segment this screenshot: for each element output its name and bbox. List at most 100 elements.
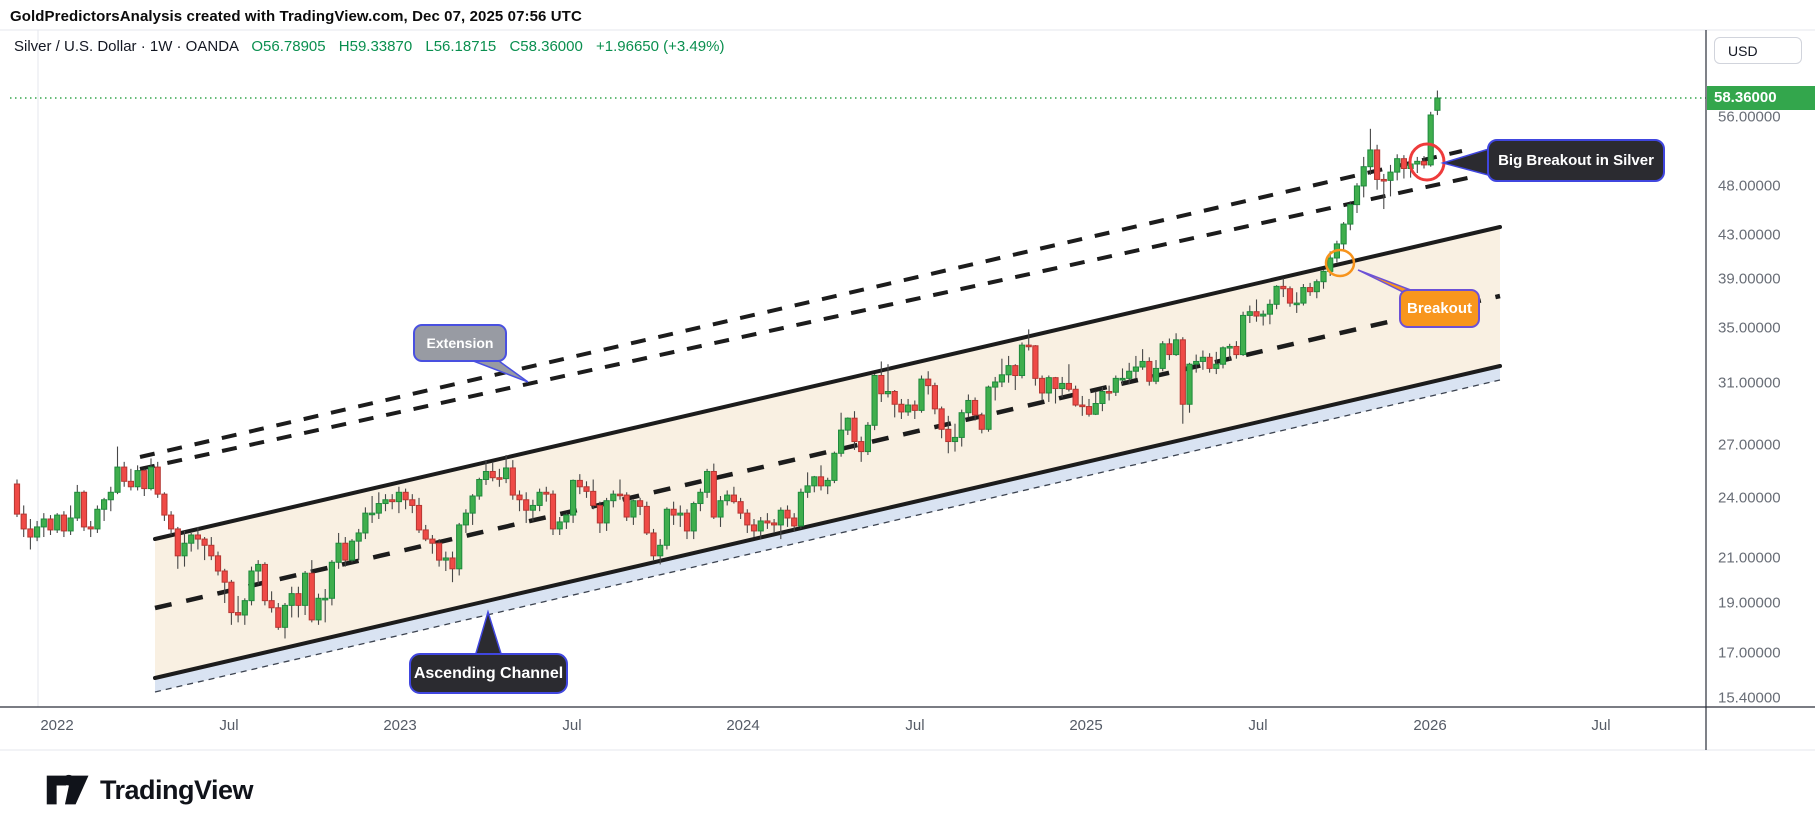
price-tick-label: 56.00000 <box>1718 108 1781 126</box>
price-tick-label: 27.00000 <box>1718 436 1781 454</box>
down-candle <box>1400 158 1408 169</box>
up-candle <box>469 495 476 514</box>
up-candle <box>1092 403 1099 415</box>
time-tick-label: Jul <box>905 717 925 734</box>
up-candle <box>67 517 74 532</box>
tradingview-branding[interactable]: TradingView <box>46 770 254 810</box>
down-candle <box>308 572 315 621</box>
up-candle <box>1240 314 1247 356</box>
up-candle <box>1193 360 1200 365</box>
down-candle <box>121 466 128 482</box>
down-candle <box>972 399 979 416</box>
down-candle <box>27 528 34 538</box>
down-candle <box>784 509 791 519</box>
up-candle <box>114 466 121 493</box>
up-candle <box>281 604 289 628</box>
up-candle <box>657 544 664 557</box>
up-candle <box>951 436 959 443</box>
up-candle <box>503 467 510 480</box>
up-candle <box>1313 281 1320 293</box>
down-candle <box>449 557 456 570</box>
down-candle <box>496 477 503 480</box>
up-candle <box>1427 114 1434 166</box>
up-candle <box>1360 166 1367 187</box>
down-candle <box>583 486 590 492</box>
down-candle <box>436 542 443 561</box>
up-candle <box>797 491 804 527</box>
up-candle <box>610 493 617 502</box>
up-candle <box>462 512 469 526</box>
down-candle <box>650 532 657 557</box>
up-candle <box>1173 339 1180 356</box>
extension-lower-dashed-line <box>139 175 1473 471</box>
down-candle <box>1380 178 1387 182</box>
up-candle <box>824 479 831 487</box>
up-candle <box>918 378 925 411</box>
down-candle <box>945 428 952 443</box>
down-candle <box>161 493 168 516</box>
up-candle <box>1159 343 1166 369</box>
down-candle <box>1072 388 1079 406</box>
down-candle <box>891 391 898 405</box>
up-candle <box>315 597 322 621</box>
up-candle <box>442 557 449 561</box>
down-candle <box>1085 406 1093 415</box>
up-candle <box>1152 367 1160 382</box>
down-candle <box>771 522 778 526</box>
candles-layer <box>13 90 1441 639</box>
up-candle <box>677 512 684 516</box>
down-candle <box>1079 404 1086 408</box>
legend-open-value: O56.78905 <box>251 38 326 55</box>
up-candle <box>724 494 731 502</box>
up-candle <box>556 521 563 530</box>
time-tick-label: 2026 <box>1413 717 1447 734</box>
price-tick-label: 31.00000 <box>1718 374 1781 392</box>
down-candle <box>415 504 423 531</box>
down-candle <box>710 470 717 518</box>
down-candle <box>20 513 27 530</box>
price-tick-label: 24.00000 <box>1718 489 1781 507</box>
down-candle <box>637 500 644 507</box>
up-candle <box>456 524 463 570</box>
down-candle <box>1012 365 1019 377</box>
up-candle <box>476 479 483 497</box>
currency-unit-button[interactable]: USD <box>1714 37 1802 64</box>
legend-low-value: L56.18715 <box>425 38 497 55</box>
up-candle <box>328 561 335 599</box>
up-candle <box>1186 363 1193 405</box>
down-candle <box>1039 377 1046 394</box>
up-candle <box>905 404 912 413</box>
up-candle <box>871 375 878 426</box>
up-candle <box>74 491 81 519</box>
watermark-credit-text: GoldPredictorsAnalysis created with Trad… <box>10 8 582 25</box>
up-candle <box>804 485 811 493</box>
down-candle <box>791 517 798 527</box>
up-candle <box>382 499 389 505</box>
up-candle <box>241 600 248 616</box>
up-candle <box>1199 356 1207 362</box>
legend-high-value: H59.33870 <box>338 38 413 55</box>
down-candle <box>1253 311 1260 317</box>
symbol-legend[interactable]: Silver / U.S. Dollar · 1W · OANDA O56.78… <box>14 38 724 55</box>
down-candle <box>590 490 597 506</box>
down-candle <box>141 470 148 490</box>
up-candle <box>1434 97 1441 111</box>
up-candle <box>998 374 1005 383</box>
up-candle <box>248 570 255 602</box>
down-candle <box>429 538 436 544</box>
down-candle <box>235 612 242 616</box>
down-candle <box>516 494 523 501</box>
tradingview-logo-icon <box>46 774 89 805</box>
down-candle <box>683 512 691 532</box>
up-candle <box>704 470 711 493</box>
symbol-title[interactable]: Silver / U.S. Dollar · 1W · OANDA <box>14 38 239 55</box>
down-candle <box>851 417 858 443</box>
down-candle <box>1065 382 1073 390</box>
up-candle <box>697 491 704 505</box>
down-candle <box>87 526 94 530</box>
up-candle <box>1226 345 1233 349</box>
down-candle <box>1166 343 1173 356</box>
up-candle <box>1260 313 1267 317</box>
price-tick-label: 17.00000 <box>1718 644 1781 662</box>
